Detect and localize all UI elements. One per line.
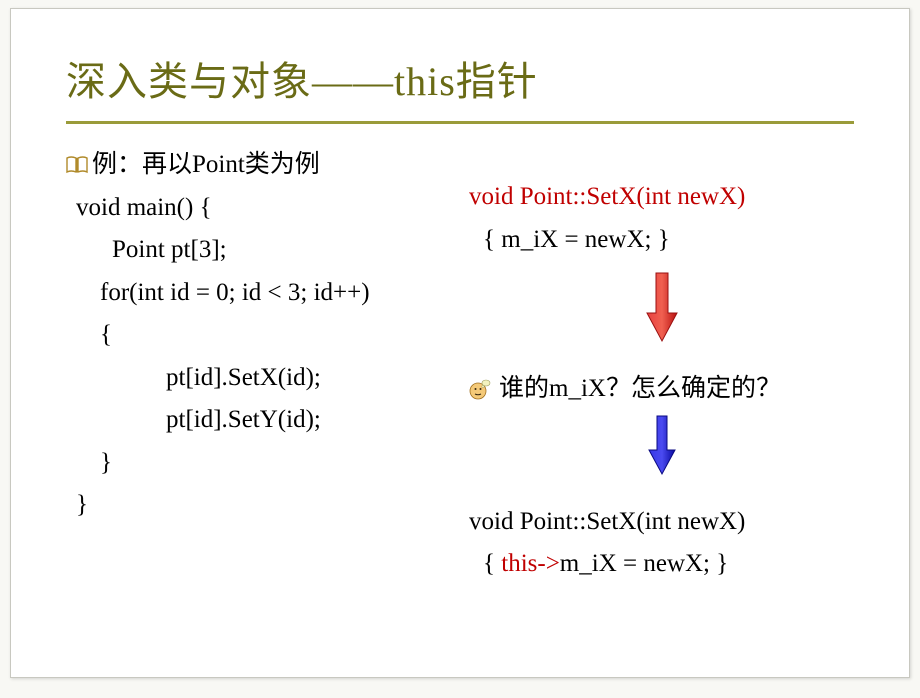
setx2-body-open: { bbox=[483, 550, 501, 577]
slide-title: 深入类与对象——this指针 bbox=[66, 49, 854, 107]
setx2-this: this-> bbox=[501, 550, 560, 577]
book-icon bbox=[66, 146, 88, 164]
thinking-face-icon bbox=[469, 372, 491, 394]
setx-body-close: } bbox=[651, 226, 669, 253]
red-arrow-wrap bbox=[469, 271, 854, 358]
example-heading-line: 例：再以Point类为例 bbox=[66, 144, 451, 187]
question-text: 谁的m_iX？怎么确定的？ bbox=[499, 375, 781, 402]
setx2-body: { this->m_iX = newX; } bbox=[469, 543, 854, 586]
code-line-4: { bbox=[66, 314, 451, 357]
code-line-5: pt[id].SetX(id); bbox=[66, 357, 451, 400]
arrow-down-red-icon bbox=[645, 271, 679, 358]
blue-arrow-wrap bbox=[469, 414, 854, 491]
code-line-8: } bbox=[66, 484, 451, 527]
setx2-signature: void Point::SetX(int newX) bbox=[469, 501, 854, 544]
question-line: 谁的m_iX？怎么确定的？ bbox=[469, 368, 854, 411]
right-column: void Point::SetX(int newX) { m_iX = newX… bbox=[469, 144, 854, 586]
setx2-rest: m_iX = newX; } bbox=[560, 550, 728, 577]
title-divider bbox=[66, 121, 854, 124]
title-text: 深入类与对象——this指针 bbox=[66, 59, 538, 104]
content-area: 例：再以Point类为例 void main() { Point pt[3]; … bbox=[66, 144, 854, 586]
slide: 深入类与对象——this指针 例：再以Point类为例 void main() … bbox=[10, 8, 910, 678]
setx-body-code: m_iX = newX; bbox=[501, 226, 651, 253]
code-line-1: void main() { bbox=[66, 187, 451, 230]
left-column: 例：再以Point类为例 void main() { Point pt[3]; … bbox=[66, 144, 451, 586]
setx-signature: void Point::SetX(int newX) bbox=[469, 176, 854, 219]
code-line-2: Point pt[3]; bbox=[66, 229, 451, 272]
arrow-down-blue-icon bbox=[647, 414, 677, 491]
setx-body: { m_iX = newX; } bbox=[469, 219, 854, 262]
code-line-7: } bbox=[66, 442, 451, 485]
example-heading: 例：再以Point类为例 bbox=[92, 151, 320, 178]
code-line-3: for(int id = 0; id < 3; id++) bbox=[66, 272, 451, 315]
setx-body-open: { bbox=[483, 226, 501, 253]
code-line-6: pt[id].SetY(id); bbox=[66, 399, 451, 442]
